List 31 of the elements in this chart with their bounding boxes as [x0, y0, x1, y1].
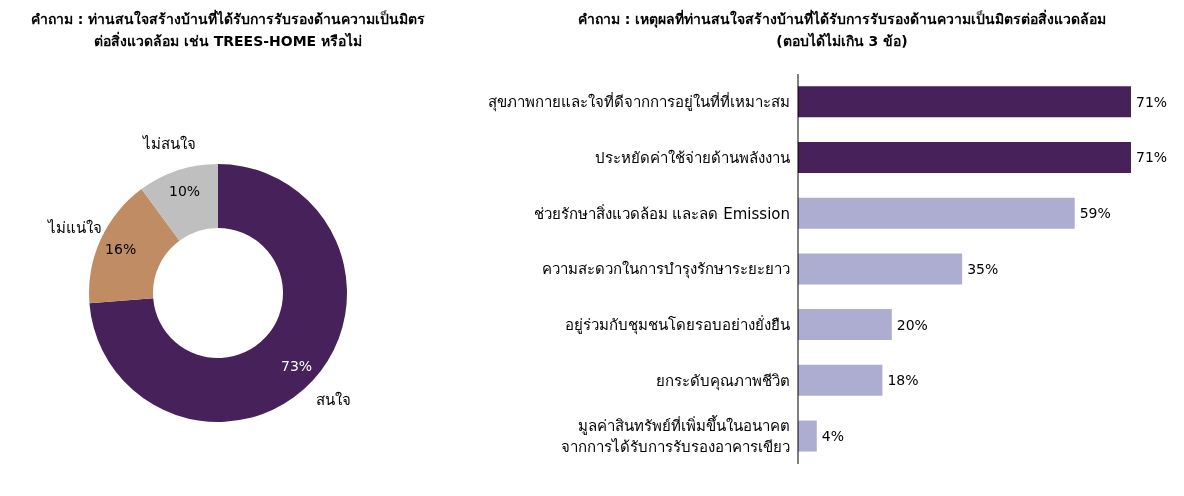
y-tick-label: สุขภาพกายและใจที่ดีจากการอยู่ในที่ที่เหมาะสม — [488, 91, 790, 113]
data-label: 71% — [1136, 93, 1168, 110]
y-tick-label: ความสะดวกในการบำรุงรักษาระยะยาว — [542, 260, 790, 280]
data-label: 4% — [821, 428, 844, 445]
data-label: 71% — [1136, 149, 1168, 166]
bar — [798, 253, 963, 285]
donut-slice — [141, 164, 218, 241]
chart-title: คำถาม : ท่านสนใจสร้างบ้านที่ได้รับการรับรองด้านความเป็นมิตร ต่อสิ่งแวดล้อม เช่น TREES-HOME หรือไม่ — [29, 8, 427, 51]
data-label: 73% — [281, 357, 313, 374]
data-label: 10% — [169, 183, 201, 200]
data-label: 59% — [1079, 205, 1111, 222]
data-label: 16% — [105, 240, 137, 257]
bar — [798, 364, 883, 396]
bar — [798, 141, 1131, 173]
data-label: 20% — [896, 316, 928, 333]
bar — [798, 309, 892, 341]
y-tick-label: อยู่ร่วมกับชุมชนโดยรอบอย่างยั่งยืน — [565, 313, 790, 335]
slice-label: ไม่สนใจ — [141, 134, 196, 153]
slice-label: ไม่แน่ใจ — [47, 218, 103, 237]
bar — [798, 197, 1075, 229]
data-label: 35% — [967, 260, 999, 277]
chart-subtitle: (ตอบได้ไม่เกิน 3 ข้อ) — [775, 32, 909, 51]
bar — [798, 86, 1131, 118]
bar — [798, 420, 817, 452]
data-label: 18% — [887, 372, 919, 389]
y-tick-label: ยกระดับคุณภาพชีวิต — [656, 371, 790, 391]
y-tick-label: ช่วยรักษาสิ่งแวดล้อม และลด Emission — [533, 202, 790, 223]
chart-title: คำถาม : เหตุผลที่ท่านสนใจสร้างบ้านที่ได้รับการรับรองด้านความเป็นมิตรต่อสิ่งแวดล้อม — [576, 8, 1108, 30]
y-tick-label: ประหยัดค่าใช้จ่ายด้านพลังงาน — [595, 148, 790, 167]
slice-label: สนใจ — [315, 390, 351, 409]
y-tick-label: มูลค่าสินทรัพย์ที่เพิ่มขึ้นในอนาคต จากการได้รับการรับรองอาคารเขียว — [561, 414, 790, 456]
